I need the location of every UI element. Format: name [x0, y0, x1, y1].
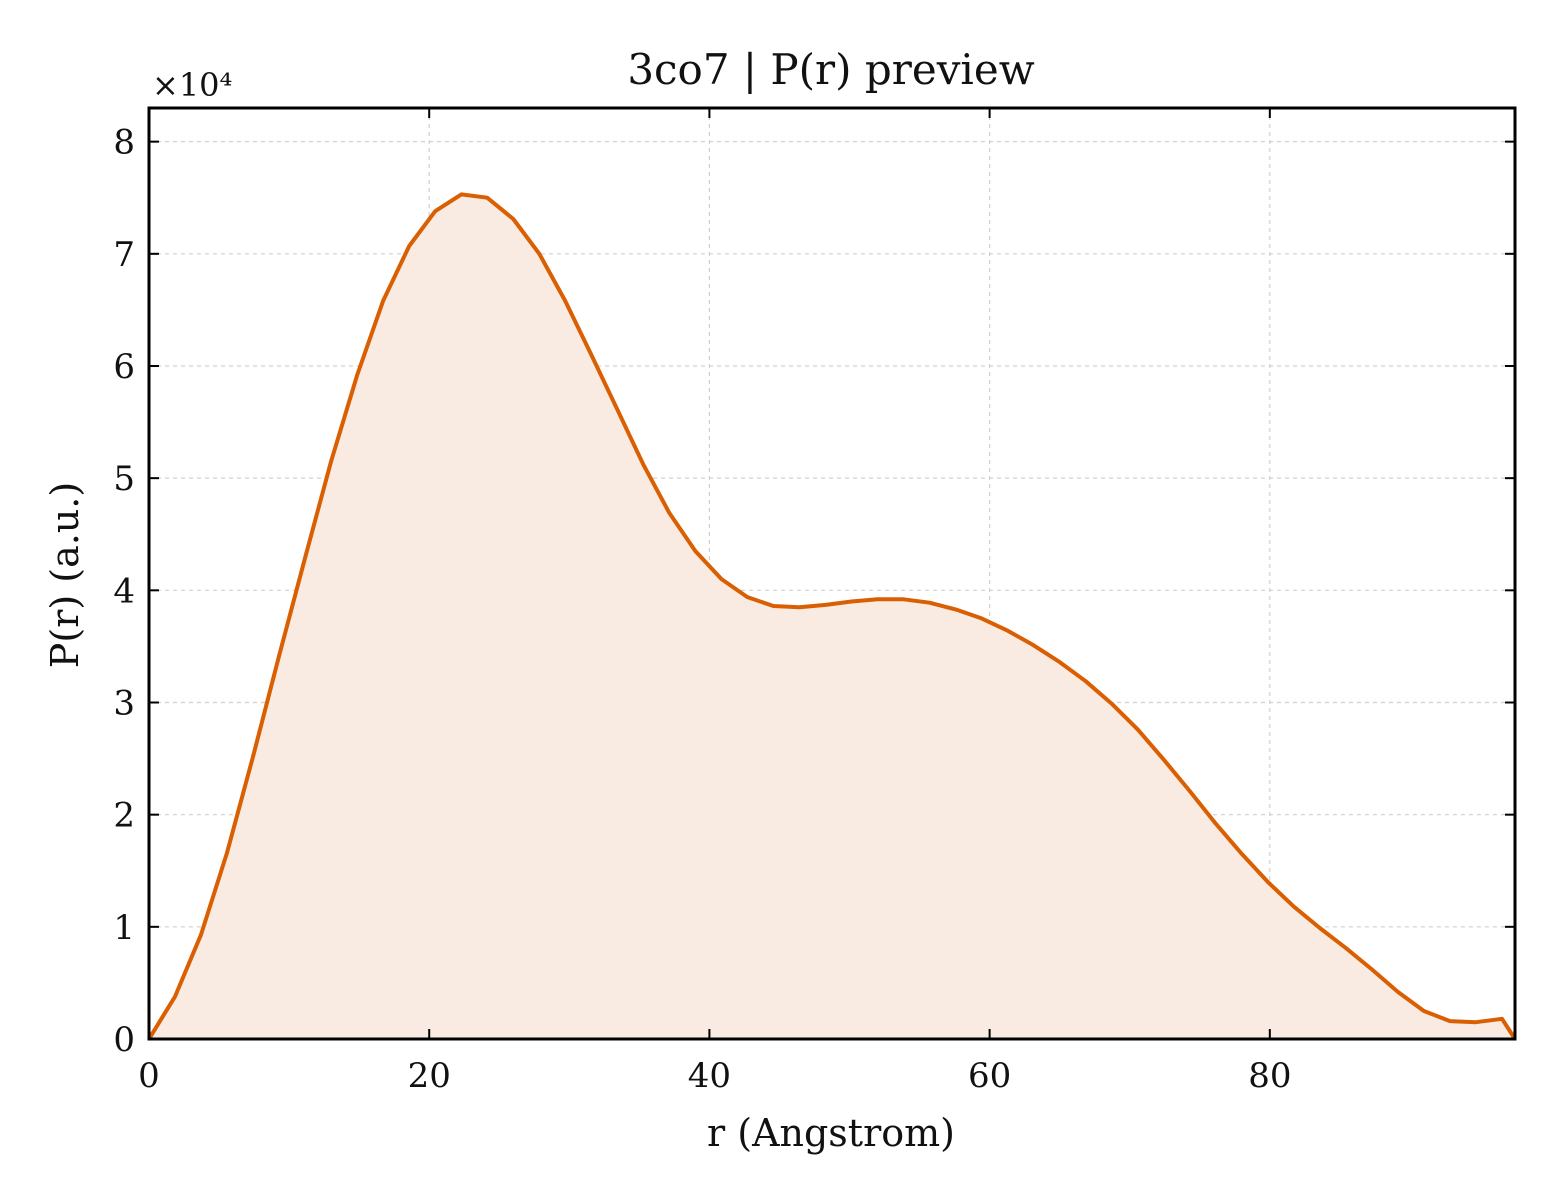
y-tick-label: 5 [113, 459, 135, 499]
y-tick-label: 0 [113, 1020, 135, 1060]
data-point [902, 597, 906, 601]
data-point [355, 373, 359, 377]
data-point [1058, 660, 1062, 664]
data-point [1370, 968, 1374, 971]
x-tick-label: 80 [1248, 1056, 1291, 1096]
x-tick-label: 40 [688, 1056, 731, 1096]
data-point [954, 607, 958, 611]
data-point [225, 851, 229, 855]
data-point [1500, 1017, 1504, 1021]
data-point [251, 754, 255, 758]
data-point [928, 601, 931, 605]
data-point [1136, 727, 1140, 731]
data-point [485, 196, 489, 200]
series-line [147, 192, 1517, 1041]
axis-ticks: 0 20 40 60 80 0 1 2 3 4 5 6 7 8 [113, 108, 1515, 1096]
data-point [511, 217, 515, 221]
data-point [850, 600, 853, 603]
y-tick-label: 3 [113, 683, 135, 723]
data-point [693, 549, 697, 553]
y-tick-label: 7 [113, 235, 135, 275]
data-point [1110, 702, 1114, 706]
data-point [563, 299, 567, 303]
data-point [277, 653, 281, 657]
data-point [1344, 946, 1348, 950]
data-point [876, 597, 879, 601]
data-point [1422, 1009, 1426, 1013]
data-point [589, 353, 593, 357]
data-point [1006, 629, 1010, 633]
data-point [1448, 1019, 1452, 1023]
data-point [980, 616, 984, 620]
data-point [1318, 926, 1322, 930]
chart-title: 3co7 | P(r) preview [627, 45, 1034, 94]
data-point [745, 595, 749, 599]
data-point [381, 299, 385, 303]
x-tick-label: 20 [408, 1056, 451, 1096]
area-fill [149, 194, 1515, 1039]
y-multiplier-label: ×10⁴ [152, 66, 232, 104]
data-point [329, 459, 333, 463]
data-point [1214, 822, 1218, 826]
data-point [173, 994, 177, 998]
data-point [1474, 1020, 1478, 1024]
plot-frame [147, 106, 1517, 1041]
y-axis-label: P(r) (a.u.) [43, 482, 87, 668]
x-tick-label: 60 [968, 1056, 1011, 1096]
data-point [199, 933, 203, 937]
data-point [303, 556, 307, 560]
data-point [1032, 643, 1036, 647]
data-point [615, 408, 619, 412]
data-point [1266, 880, 1270, 884]
data-point [537, 252, 541, 256]
x-tick-label: 0 [138, 1056, 160, 1096]
data-point [824, 603, 828, 607]
data-point [1162, 758, 1166, 762]
data-point [1240, 852, 1244, 856]
data-point [1188, 789, 1192, 793]
data-point [771, 604, 775, 608]
y-tick-label: 2 [113, 796, 135, 836]
y-tick-label: 1 [113, 908, 135, 948]
data-point [798, 605, 801, 609]
data-point [407, 244, 411, 248]
data-point [667, 511, 671, 515]
data-point [641, 463, 645, 467]
y-tick-label: 8 [113, 123, 135, 163]
data-point [1084, 679, 1088, 683]
data-point [1396, 990, 1400, 994]
y-tick-label: 6 [113, 347, 135, 387]
data-point [720, 577, 723, 581]
data-point [433, 209, 437, 213]
data-point [459, 192, 463, 196]
x-axis-label: r (Angstrom) [707, 1111, 955, 1155]
data-point [1292, 905, 1296, 909]
y-tick-label: 4 [113, 571, 135, 611]
